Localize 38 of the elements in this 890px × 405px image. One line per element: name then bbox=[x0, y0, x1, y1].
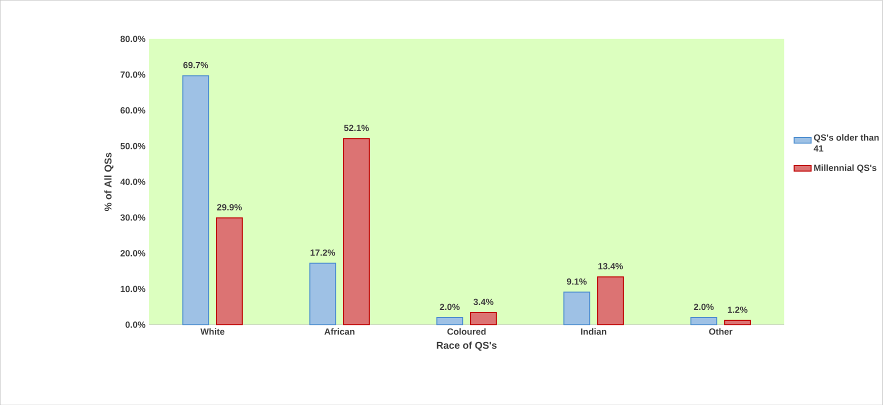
x-tick-label: Other bbox=[709, 328, 732, 335]
data-label: 2.0% bbox=[440, 304, 460, 310]
bar bbox=[724, 320, 751, 326]
x-axis-title: Race of QS's bbox=[436, 341, 497, 351]
data-label: 1.2% bbox=[728, 306, 748, 313]
y-tick-label: 70.0% bbox=[120, 71, 146, 78]
y-tick-label: 30.0% bbox=[120, 214, 146, 221]
legend-label: Millennial QS's bbox=[814, 164, 876, 173]
y-tick-label: 50.0% bbox=[120, 142, 146, 150]
y-tick-label: 20.0% bbox=[120, 250, 146, 256]
y-tick-label: 40.0% bbox=[120, 178, 146, 185]
x-tick-label: African bbox=[324, 328, 354, 335]
data-label: 52.1% bbox=[344, 124, 369, 131]
bar bbox=[597, 276, 624, 326]
y-tick-label: 80.0% bbox=[120, 36, 146, 42]
x-tick-label: White bbox=[200, 328, 224, 335]
bar bbox=[436, 316, 464, 326]
bar bbox=[690, 316, 718, 326]
data-label: 17.2% bbox=[310, 249, 336, 256]
bar bbox=[563, 292, 590, 326]
data-label: 13.4% bbox=[598, 262, 623, 270]
bar bbox=[182, 75, 210, 326]
data-label: 2.0% bbox=[694, 304, 714, 310]
bar bbox=[470, 312, 497, 326]
bar bbox=[309, 262, 336, 326]
y-tick-label: 60.0% bbox=[120, 107, 146, 114]
bar bbox=[216, 217, 243, 326]
y-tick-label: 0.0% bbox=[126, 321, 146, 328]
y-tick-label: 10.0% bbox=[120, 286, 146, 292]
x-tick-label: Indian bbox=[581, 328, 606, 335]
legend-label: QS's older than 41 bbox=[814, 134, 879, 152]
data-label: 69.7% bbox=[183, 62, 208, 68]
bar bbox=[343, 138, 370, 326]
data-label: 9.1% bbox=[566, 278, 587, 285]
data-label: 3.4% bbox=[473, 298, 494, 305]
x-tick-label: Coloured bbox=[447, 328, 486, 335]
data-label: 29.9% bbox=[217, 204, 242, 210]
y-axis-title: % of All QSs bbox=[104, 152, 114, 211]
